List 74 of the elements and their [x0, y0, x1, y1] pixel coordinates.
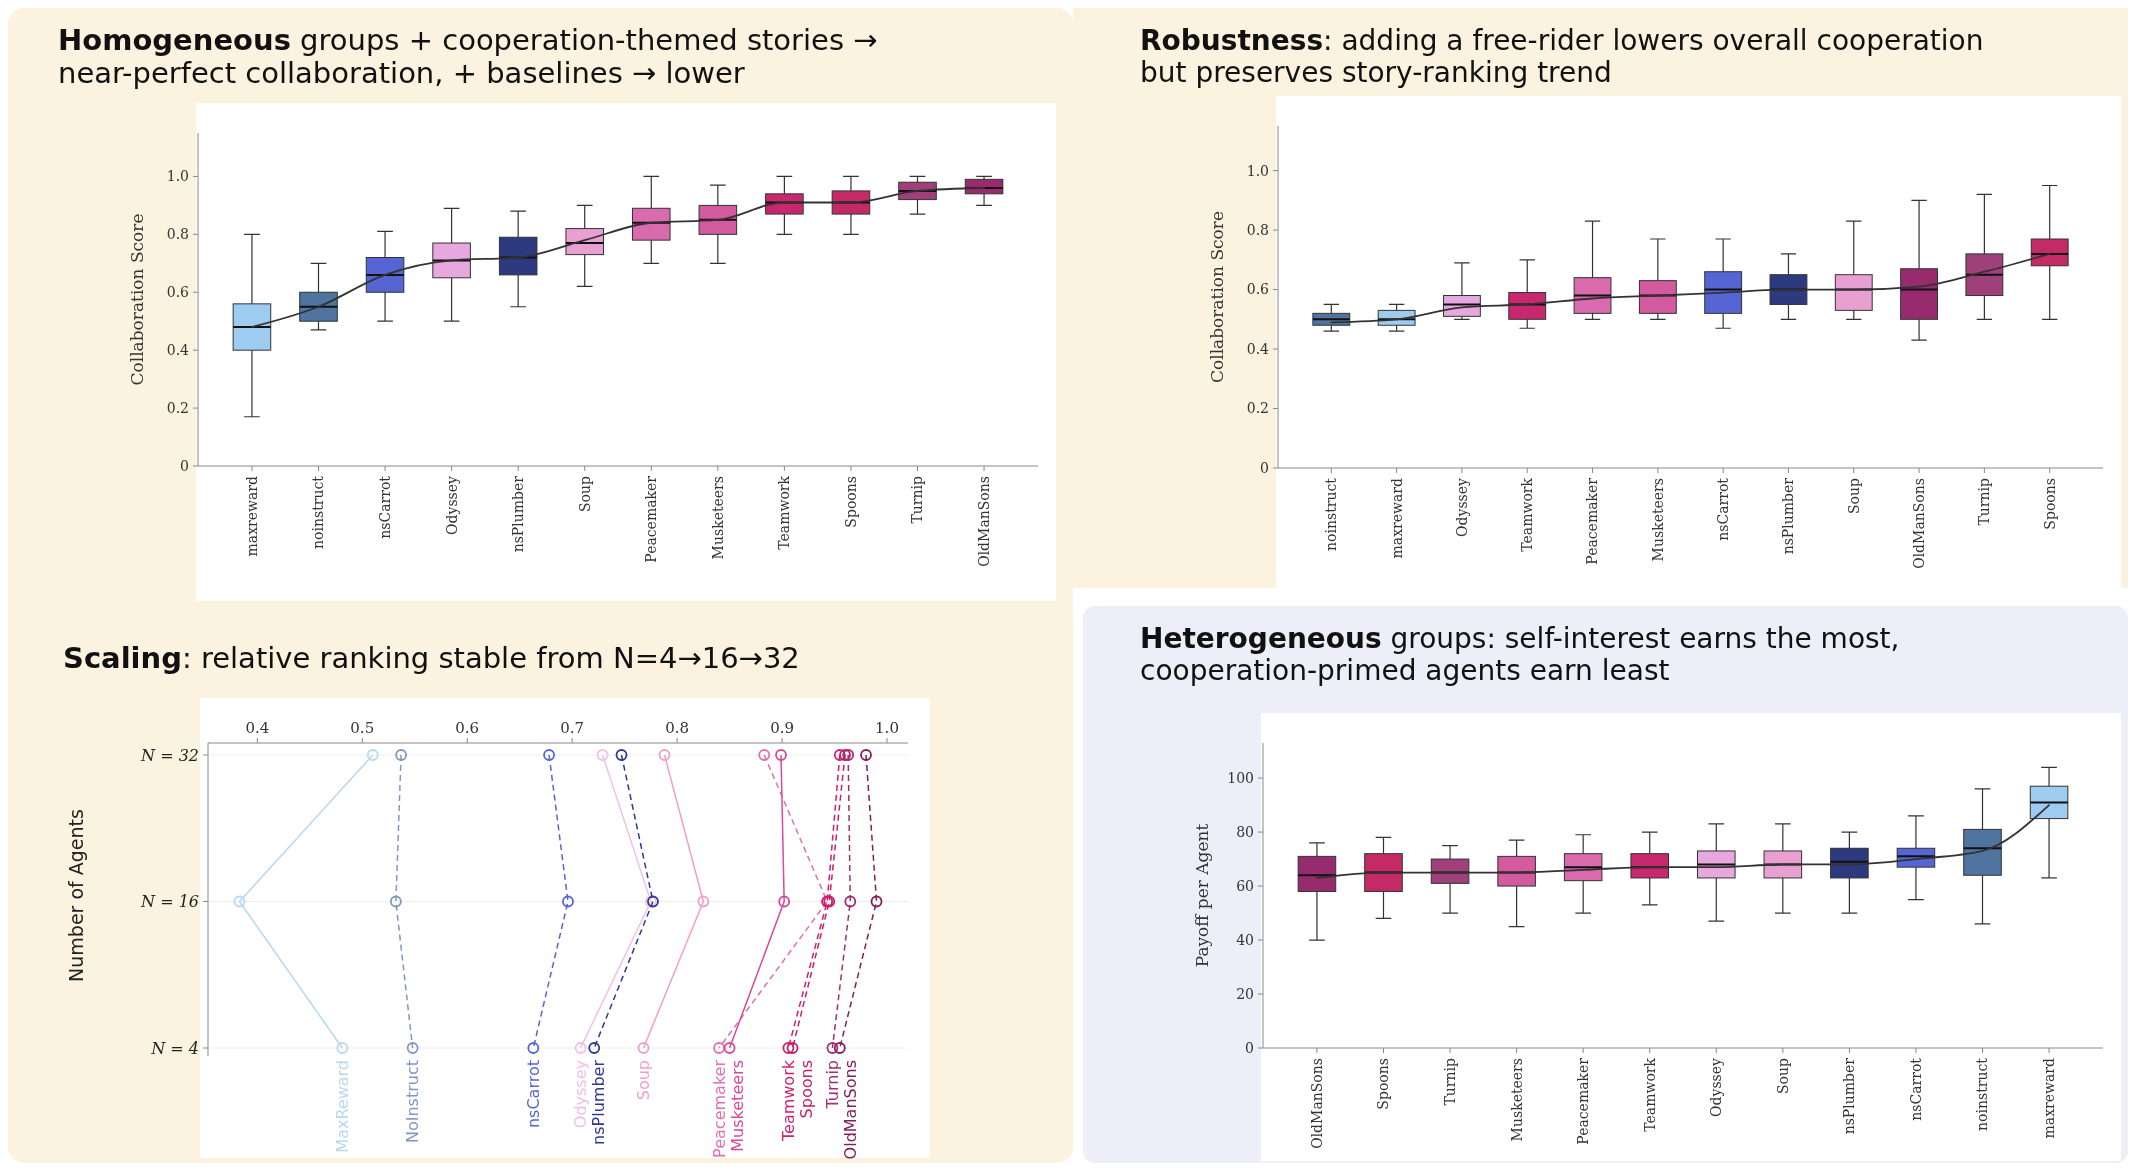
- y-tick-label: 0.8: [166, 226, 189, 243]
- y-tick-label: 0.2: [1246, 400, 1269, 417]
- x-tick-label: Soup: [1774, 1057, 1791, 1094]
- x-tick-label: Teamwork: [1641, 1057, 1658, 1132]
- x-tick-label: Spoons: [1375, 1058, 1392, 1110]
- x-tick-label: maxreward: [243, 475, 260, 557]
- y-tick-label: 0.2: [166, 399, 189, 416]
- x-tick-label: OldManSons: [1308, 1058, 1325, 1149]
- x-tick-label: Musketeers: [1508, 1058, 1525, 1142]
- x-tick-label: Turnip: [1441, 1057, 1458, 1106]
- x-tick-label: nsPlumber: [1841, 1057, 1858, 1135]
- x-tick-label: 0.4: [245, 719, 270, 737]
- x-tick-label: OldManSons: [1910, 478, 1927, 569]
- x-tick-label: 1.0: [875, 719, 899, 737]
- y-tick-label: 0.4: [1246, 340, 1270, 357]
- y-tick-label: N = 16: [140, 892, 199, 912]
- x-tick-label: maxreward: [2040, 1057, 2057, 1139]
- y-tick-label: 40: [1236, 931, 1254, 948]
- chart-title: Heterogeneous groups: self-interest earns the most, cooperation-primed agents earn least: [1140, 622, 1900, 688]
- x-tick-label: 0.6: [455, 719, 480, 737]
- x-tick-label: nsCarrot: [1715, 477, 1732, 541]
- x-tick-label: Musketeers: [1649, 478, 1666, 562]
- y-tick-label: 100: [1227, 769, 1254, 786]
- y-tick-label: 0.4: [166, 342, 190, 359]
- y-tick-label: N = 32: [140, 745, 199, 765]
- x-tick-label: noinstruct: [1323, 477, 1340, 551]
- x-tick-label: 0.7: [560, 719, 585, 737]
- x-tick-label: Turnip: [1976, 477, 1993, 526]
- text: MaxReward: [332, 1060, 352, 1153]
- y-tick-label: 0.6: [166, 284, 190, 301]
- y-tick-label: 60: [1236, 877, 1254, 894]
- x-tick-label: Peacemaker: [1575, 1057, 1592, 1145]
- x-tick-label: 0.9: [770, 719, 794, 737]
- x-tick-label: Soup: [576, 475, 593, 512]
- y-tick-label: 20: [1236, 985, 1254, 1002]
- x-tick-label: Spoons: [842, 476, 859, 528]
- x-tick-label: maxreward: [1388, 477, 1405, 559]
- x-tick-label: Soup: [1845, 477, 1862, 514]
- x-tick-label: Peacemaker: [643, 475, 660, 563]
- chart-title: Robustness: adding a free-rider lowers overall cooperation but preserves story-ranking trend: [1140, 24, 1984, 90]
- x-tick-label: Odyssey: [1708, 1057, 1725, 1117]
- x-tick-label: OldManSons: [975, 476, 992, 567]
- x-tick-label: noinstruct: [310, 475, 327, 549]
- x-tick-label: Turnip: [909, 475, 926, 524]
- y-tick-label: 0: [1260, 459, 1269, 476]
- x-tick-label: 0.8: [665, 719, 690, 737]
- x-tick-label: Odyssey: [1453, 477, 1470, 537]
- chart-title: Scaling: relative ranking stable from N=4→16→32: [63, 641, 800, 675]
- y-tick-label: N = 4: [150, 1038, 199, 1058]
- x-tick-label: Teamwork: [776, 475, 793, 550]
- y-tick-label: 0.8: [1246, 221, 1269, 238]
- y-tick-label: 1.0: [1246, 162, 1269, 179]
- x-tick-label: nsCarrot: [376, 475, 393, 539]
- x-tick-label: noinstruct: [1974, 1057, 1991, 1131]
- x-tick-label: Musketeers: [709, 476, 726, 560]
- y-axis-title: Payoff per Agent: [1192, 823, 1212, 968]
- y-tick-label: 0.6: [1246, 281, 1270, 298]
- x-tick-label: Odyssey: [443, 475, 460, 535]
- chart-title: Homogeneous groups + cooperation-themed stories → near-perfect collaboration, + baselines → lower: [58, 23, 878, 91]
- y-tick-label: 80: [1236, 823, 1254, 840]
- x-tick-label: nsPlumber: [510, 475, 527, 553]
- x-tick-label: Spoons: [2041, 478, 2058, 530]
- y-axis-title: Collaboration Score: [1207, 210, 1227, 384]
- text: NoInstruct: [403, 1060, 423, 1144]
- y-axis-title: Number of Agents: [65, 809, 87, 982]
- x-tick-label: Teamwork: [1519, 477, 1536, 552]
- y-tick-label: 0: [1245, 1039, 1254, 1056]
- y-tick-label: 1.0: [166, 168, 189, 185]
- x-tick-label: nsPlumber: [1780, 477, 1797, 555]
- y-axis-title: Collaboration Score: [127, 213, 147, 386]
- x-tick-label: 0.5: [350, 719, 375, 737]
- x-tick-label: nsCarrot: [1907, 1057, 1924, 1121]
- y-tick-label: 0: [180, 457, 189, 474]
- x-tick-label: Peacemaker: [1584, 477, 1601, 565]
